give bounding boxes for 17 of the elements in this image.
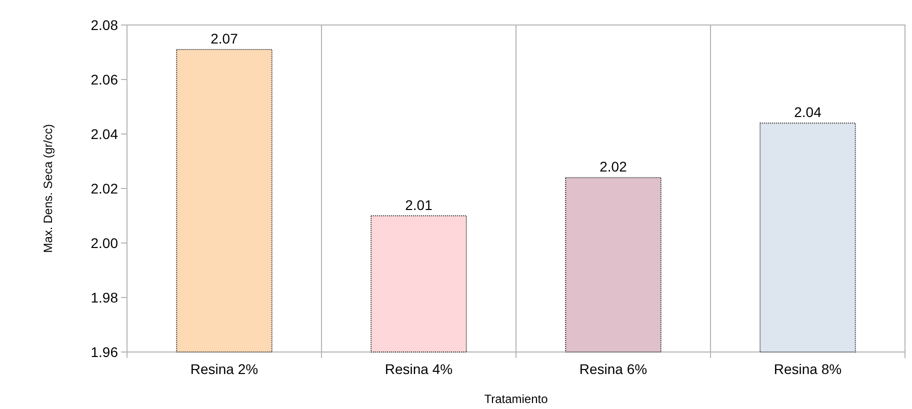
x-axis-title: Tratamiento (484, 392, 548, 406)
y-tick-label: 2.04 (90, 126, 118, 142)
data-label: 2.07 (210, 30, 238, 47)
y-tick-label: 1.96 (90, 344, 118, 360)
data-label: 2.04 (794, 104, 822, 120)
data-label: 2.01 (405, 196, 433, 213)
x-tick-label: Resina 6% (579, 361, 648, 377)
y-axis-title: Max. Dens. Seca (gr/cc) (41, 124, 55, 253)
y-tick-label: 2.06 (90, 72, 118, 88)
data-label: 2.02 (600, 158, 628, 175)
x-tick-label: Resina 8% (774, 361, 842, 377)
y-tick-label: 2.08 (90, 17, 118, 33)
y-tick-label: 2.00 (90, 235, 118, 251)
x-tick-label: Resina 4% (384, 361, 453, 377)
y-tick-label: 1.98 (90, 290, 118, 306)
x-tick-label: Resina 2% (190, 361, 258, 377)
y-tick-label: 2.02 (90, 180, 118, 196)
